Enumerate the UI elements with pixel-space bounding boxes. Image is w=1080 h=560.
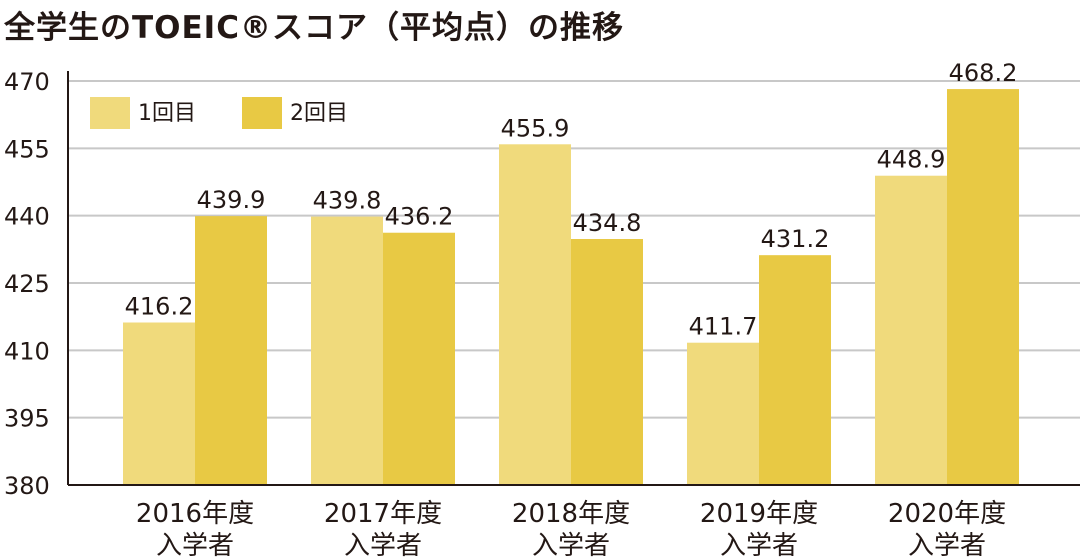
y-tick-label: 410	[4, 337, 50, 365]
bar-series2	[383, 232, 455, 485]
bar-series1	[311, 216, 383, 485]
data-label: 411.7	[689, 313, 758, 341]
bar-series1	[875, 175, 947, 485]
x-category-label-line: 入学者	[908, 531, 986, 560]
bar-series1	[687, 342, 759, 485]
bar-series2	[571, 239, 643, 485]
x-category-label-line: 2016年度	[136, 499, 254, 529]
legend-swatch	[242, 97, 282, 129]
x-category-label-line: 入学者	[532, 531, 610, 560]
data-label: 455.9	[501, 114, 570, 142]
x-category-label-line: 2019年度	[700, 499, 818, 529]
x-category-label-line: 2017年度	[324, 499, 442, 529]
x-category-label-line: 入学者	[156, 531, 234, 560]
x-category-label-line: 2020年度	[888, 499, 1006, 529]
legend: 1回目 2回目	[90, 97, 348, 129]
x-category-label-line: 2018年度	[512, 499, 630, 529]
y-tick-label: 425	[4, 270, 50, 298]
legend-label: 2回目	[290, 101, 348, 126]
legend-swatch	[90, 97, 130, 129]
data-label: 448.9	[877, 146, 946, 174]
x-category-label: 2017年度入学者	[324, 499, 442, 560]
x-category-label-line: 入学者	[344, 531, 422, 560]
y-tick-label: 395	[4, 405, 50, 433]
x-category-label: 2020年度入学者	[888, 499, 1006, 560]
data-label: 439.9	[197, 186, 266, 214]
bar-series2	[759, 255, 831, 485]
data-label: 434.8	[573, 209, 642, 237]
bar-series1	[123, 322, 195, 485]
y-tick-label: 455	[4, 135, 50, 163]
x-category-label-line: 入学者	[720, 531, 798, 560]
x-category-label: 2016年度入学者	[136, 499, 254, 560]
bar-series1	[499, 144, 571, 485]
bar-series2	[195, 216, 267, 486]
legend-label: 1回目	[138, 101, 196, 126]
data-label: 468.2	[949, 59, 1018, 87]
data-label: 431.2	[761, 225, 830, 253]
data-label: 416.2	[125, 293, 194, 321]
bar-series2	[947, 89, 1019, 485]
x-category-label: 2018年度入学者	[512, 499, 630, 560]
y-tick-label: 470	[4, 68, 50, 96]
y-axis-ticks: 380 395 410 425 440 455 470	[4, 68, 50, 500]
data-label: 436.2	[385, 203, 454, 231]
x-axis-categories: 2016年度入学者2017年度入学者2018年度入学者2019年度入学者2020…	[136, 499, 1006, 560]
chart-title: 全学生のTOEIC®スコア（平均点）の推移	[4, 10, 624, 46]
bars	[123, 89, 1019, 486]
y-tick-label: 380	[4, 472, 50, 500]
data-label: 439.8	[313, 187, 382, 215]
y-tick-label: 440	[4, 203, 50, 231]
x-category-label: 2019年度入学者	[700, 499, 818, 560]
